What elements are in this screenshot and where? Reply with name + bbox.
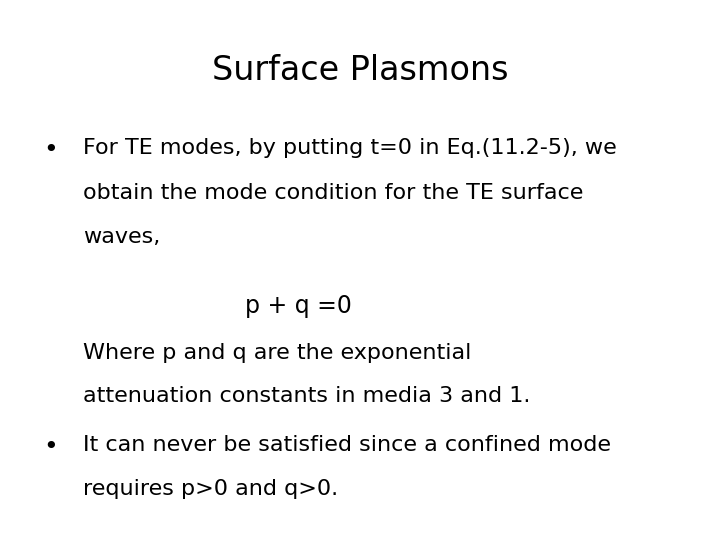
Text: •: • (43, 435, 58, 458)
Text: For TE modes, by putting t=0 in Eq.(11.2-5), we: For TE modes, by putting t=0 in Eq.(11.2… (83, 138, 616, 158)
Text: attenuation constants in media 3 and 1.: attenuation constants in media 3 and 1. (83, 386, 530, 406)
Text: •: • (43, 138, 58, 161)
Text: Surface Plasmons: Surface Plasmons (212, 54, 508, 87)
Text: obtain the mode condition for the TE surface: obtain the mode condition for the TE sur… (83, 183, 583, 202)
Text: Where p and q are the exponential: Where p and q are the exponential (83, 343, 471, 363)
Text: waves,: waves, (83, 227, 160, 247)
Text: It can never be satisfied since a confined mode: It can never be satisfied since a confin… (83, 435, 611, 455)
Text: p + q =0: p + q =0 (245, 294, 351, 318)
Text: requires p>0 and q>0.: requires p>0 and q>0. (83, 479, 338, 499)
